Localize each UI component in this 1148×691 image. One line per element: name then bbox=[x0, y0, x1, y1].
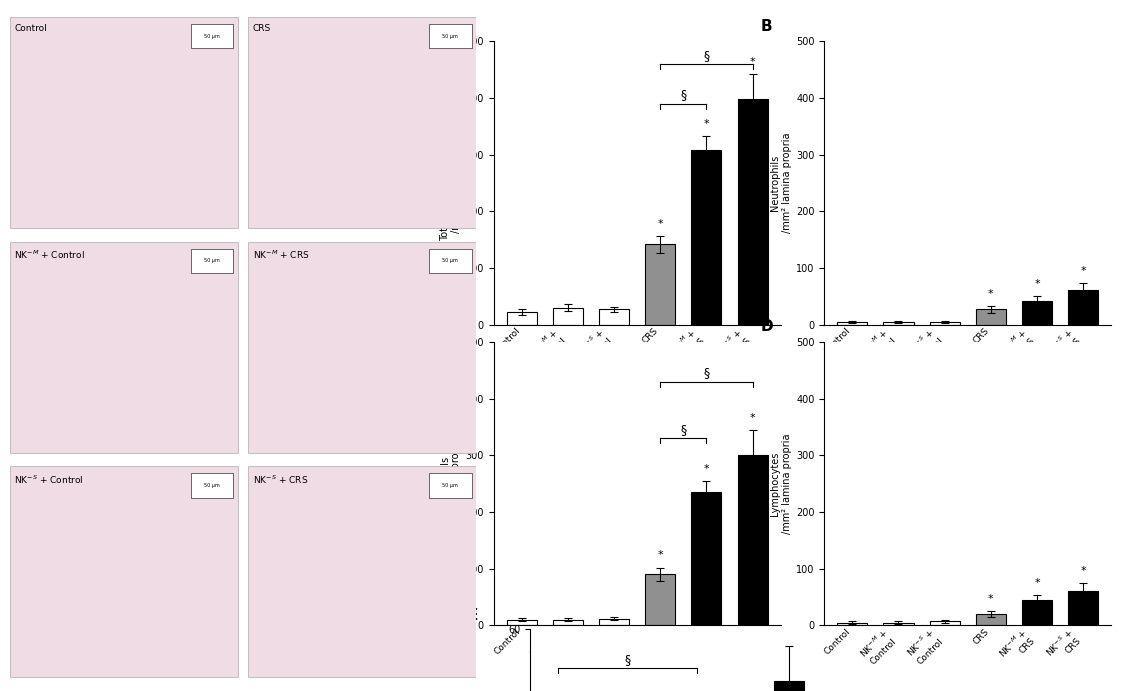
Bar bbox=[976, 614, 1006, 625]
Text: §: § bbox=[681, 423, 687, 436]
Bar bbox=[737, 100, 768, 325]
Text: §: § bbox=[681, 88, 687, 102]
Y-axis label: Lymphocytes
/mm² lamina propria: Lymphocytes /mm² lamina propria bbox=[770, 433, 792, 534]
Bar bbox=[884, 322, 914, 325]
Text: *: * bbox=[704, 119, 709, 129]
Text: 50 μm: 50 μm bbox=[442, 258, 458, 263]
Text: *: * bbox=[658, 551, 664, 560]
Text: *: * bbox=[704, 464, 709, 474]
Text: B: B bbox=[761, 19, 773, 34]
Text: *: * bbox=[988, 594, 994, 604]
Text: *: * bbox=[1080, 566, 1086, 576]
Text: NK$^{-S}$ + CRS: NK$^{-S}$ + CRS bbox=[253, 473, 308, 486]
Bar bbox=[553, 307, 583, 325]
Y-axis label: Total inflammatory cells
/mm² lamina propria: Total inflammatory cells /mm² lamina pro… bbox=[440, 125, 461, 241]
Bar bbox=[837, 322, 868, 325]
FancyBboxPatch shape bbox=[428, 249, 472, 273]
Text: *: * bbox=[750, 57, 755, 66]
Y-axis label: Eosinophils
/mm² lamina propria: Eosinophils /mm² lamina propria bbox=[440, 433, 461, 534]
Text: *: * bbox=[1080, 266, 1086, 276]
Text: §: § bbox=[704, 49, 709, 62]
Bar bbox=[1022, 301, 1052, 325]
Text: *: * bbox=[1034, 578, 1040, 588]
FancyBboxPatch shape bbox=[428, 24, 472, 48]
Text: Control: Control bbox=[14, 24, 47, 33]
Bar bbox=[837, 623, 868, 625]
Text: NK$^{-M}$ + Control: NK$^{-M}$ + Control bbox=[14, 249, 85, 261]
Text: A: A bbox=[430, 19, 442, 34]
Text: 50 μm: 50 μm bbox=[204, 258, 220, 263]
Bar bbox=[645, 245, 675, 325]
Bar bbox=[1022, 600, 1052, 625]
Text: 50 μm: 50 μm bbox=[442, 34, 458, 39]
FancyBboxPatch shape bbox=[191, 473, 233, 498]
Text: 50 μm: 50 μm bbox=[204, 34, 220, 39]
Text: §: § bbox=[704, 366, 709, 379]
Y-axis label: Neutrophils
/mm² lamina propria: Neutrophils /mm² lamina propria bbox=[770, 133, 792, 234]
Bar bbox=[737, 455, 768, 625]
FancyBboxPatch shape bbox=[248, 242, 476, 453]
Bar bbox=[645, 574, 675, 625]
Bar bbox=[884, 623, 914, 625]
FancyBboxPatch shape bbox=[9, 466, 239, 677]
Text: *: * bbox=[750, 413, 755, 423]
FancyBboxPatch shape bbox=[9, 17, 239, 228]
FancyBboxPatch shape bbox=[428, 473, 472, 498]
Bar bbox=[976, 310, 1006, 325]
Text: D: D bbox=[761, 319, 774, 334]
Bar bbox=[1068, 290, 1099, 325]
Bar bbox=[930, 322, 960, 325]
Bar bbox=[506, 312, 537, 325]
Text: E: E bbox=[467, 608, 478, 623]
Text: NK$^{-S}$ + Control: NK$^{-S}$ + Control bbox=[14, 473, 84, 486]
Text: *: * bbox=[1034, 279, 1040, 290]
Text: §: § bbox=[625, 653, 630, 666]
Bar bbox=[599, 310, 629, 325]
Text: 50 μm: 50 μm bbox=[204, 483, 220, 488]
Bar bbox=[691, 492, 721, 625]
Bar bbox=[774, 681, 805, 691]
FancyBboxPatch shape bbox=[191, 249, 233, 273]
Bar bbox=[1068, 591, 1099, 625]
Text: *: * bbox=[988, 289, 994, 299]
Text: CRS: CRS bbox=[253, 24, 271, 33]
Bar bbox=[506, 620, 537, 625]
Text: 50 μm: 50 μm bbox=[442, 483, 458, 488]
Bar bbox=[930, 621, 960, 625]
FancyBboxPatch shape bbox=[248, 466, 476, 677]
FancyBboxPatch shape bbox=[248, 17, 476, 228]
Bar bbox=[553, 620, 583, 625]
FancyBboxPatch shape bbox=[9, 242, 239, 453]
Text: *: * bbox=[658, 219, 664, 229]
Text: NK$^{-M}$ + CRS: NK$^{-M}$ + CRS bbox=[253, 249, 309, 261]
Bar bbox=[691, 150, 721, 325]
FancyBboxPatch shape bbox=[191, 24, 233, 48]
Text: C: C bbox=[430, 319, 442, 334]
Bar bbox=[599, 618, 629, 625]
